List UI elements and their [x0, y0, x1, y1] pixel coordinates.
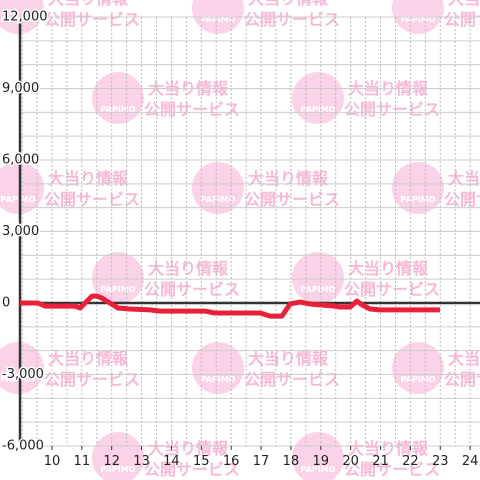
watermark-text: 大当り情報 [148, 439, 229, 458]
watermark-text: 大当り情報 [448, 349, 480, 368]
y-tick-label: 9,000 [2, 81, 39, 96]
watermark-text: 公開サービス [344, 100, 440, 119]
x-tick-label: 17 [253, 454, 270, 469]
watermark-text: 公開サービス [144, 460, 240, 479]
watermark-text: 大当り情報 [248, 169, 329, 188]
x-tick-label: 11 [74, 454, 91, 469]
y-tick-label: 3,000 [2, 224, 39, 239]
watermark-logo-text: PAPIMO [1, 15, 36, 24]
watermark-text: 公開サービス [344, 280, 440, 299]
watermark-text: 大当り情報 [348, 439, 429, 458]
x-tick-label: 14 [163, 454, 180, 469]
x-tick-label: 18 [283, 454, 300, 469]
watermark-text: 公開サービス [44, 10, 140, 29]
watermark-logo-text: PAPIMO [201, 15, 236, 24]
y-tick-label: 0 [2, 296, 10, 311]
watermark-logo-text: PAPIMO [101, 105, 136, 114]
watermark-text: 大当り情報 [48, 0, 129, 8]
watermark-text: 公開サービス [444, 10, 480, 29]
watermark-logo-text: PAPIMO [301, 465, 336, 474]
watermark-text: 公開サービス [344, 460, 440, 479]
watermark-text: 大当り情報 [148, 259, 229, 278]
x-tick-label: 10 [44, 454, 61, 469]
watermark-logo-text: PAPIMO [201, 375, 236, 384]
watermark-text: 公開サービス [444, 190, 480, 209]
watermark-logo-text: PAPIMO [1, 195, 36, 204]
watermark-text: 公開サービス [244, 370, 340, 389]
watermark-logo-text: PAPIMO [201, 195, 236, 204]
watermark-logo-text: PAPIMO [101, 465, 136, 474]
watermark-logo-text: PAPIMO [1, 375, 36, 384]
watermark-text: 公開サービス [144, 100, 240, 119]
watermark-logo [92, 252, 144, 304]
y-tick-label: 6,000 [2, 153, 39, 168]
grid [18, 16, 480, 450]
x-tick-label: 24 [462, 454, 479, 469]
x-tick-label: 16 [223, 454, 240, 469]
watermark-text: 大当り情報 [248, 349, 329, 368]
watermark-text: 公開サービス [144, 280, 240, 299]
x-tick-label: 13 [133, 454, 150, 469]
watermark-text: 大当り情報 [448, 0, 480, 8]
x-tick-label: 22 [402, 454, 419, 469]
y-tick-label: -3,000 [2, 367, 44, 382]
watermark-logo [292, 252, 344, 304]
watermark-text: 大当り情報 [348, 259, 429, 278]
watermark-text: 公開サービス [244, 10, 340, 29]
watermark-logo-text: PAPIMO [301, 285, 336, 294]
line [20, 293, 440, 319]
x-tick-label: 12 [103, 454, 120, 469]
watermark-logo [392, 342, 444, 394]
watermark-text: 大当り情報 [48, 169, 129, 188]
watermark-logo [292, 72, 344, 124]
x-tick-label: 21 [372, 454, 389, 469]
watermark-text: 公開サービス [444, 370, 480, 389]
watermark-logo-text: PAPIMO [401, 15, 436, 24]
watermark-logo-text: PAPIMO [101, 285, 136, 294]
x-tick-label: 23 [432, 454, 449, 469]
watermark-logo [92, 72, 144, 124]
watermark-text: 公開サービス [44, 190, 140, 209]
watermark-logo [292, 432, 344, 480]
y-tick-label: 12,000 [2, 10, 48, 25]
watermark-logo [392, 162, 444, 214]
watermark-text: 公開サービス [244, 190, 340, 209]
watermark-logo [0, 162, 44, 214]
watermark-text: 大当り情報 [448, 169, 480, 188]
y-tick-label: -6,000 [2, 439, 44, 454]
watermark-logo [192, 162, 244, 214]
watermark-text: 公開サービス [44, 370, 140, 389]
watermark-logo-text: PAPIMO [401, 195, 436, 204]
x-tick-label: 20 [342, 454, 359, 469]
watermark-logo [192, 342, 244, 394]
watermark-logo [0, 342, 44, 394]
watermark-logo-text: PAPIMO [301, 105, 336, 114]
x-tick-label: 19 [313, 454, 330, 469]
watermark-text: 大当り情報 [48, 349, 129, 368]
watermark-logo [92, 432, 144, 480]
x-tick-label: 15 [193, 454, 210, 469]
watermark-text: 大当り情報 [248, 0, 329, 8]
watermark-logo-text: PAPIMO [401, 375, 436, 384]
